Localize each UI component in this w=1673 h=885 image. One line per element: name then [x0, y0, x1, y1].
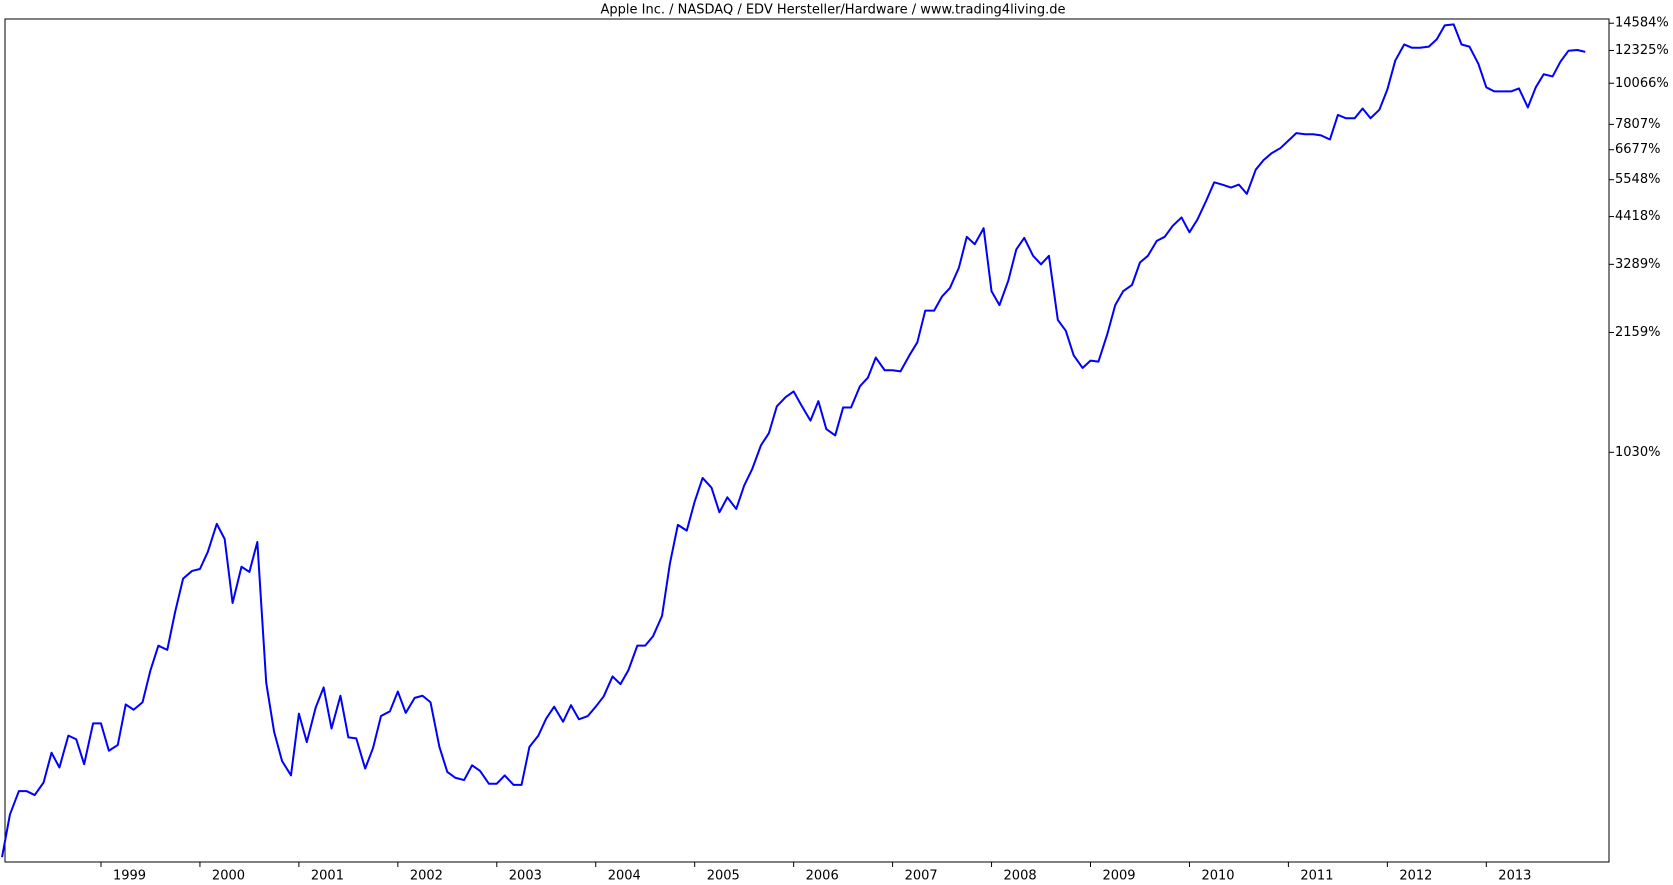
- y-tick-label: 3289%: [1615, 257, 1660, 272]
- x-tick-label: 2007: [905, 869, 938, 884]
- x-tick-label: 2002: [410, 869, 443, 884]
- x-tick-label: 2000: [212, 869, 245, 884]
- x-tick-label: 2004: [608, 869, 641, 884]
- x-tick-label: 2010: [1201, 869, 1234, 884]
- y-tick-label: 1030%: [1615, 445, 1660, 460]
- y-tick-label: 5548%: [1615, 172, 1660, 187]
- x-tick-label: 2013: [1498, 869, 1531, 884]
- x-tick-label: 2005: [707, 869, 740, 884]
- x-tick-label: 2009: [1102, 869, 1135, 884]
- x-tick-label: 2008: [1004, 869, 1037, 884]
- price-line: [1, 23, 1586, 858]
- x-tick-label: 2006: [806, 869, 839, 884]
- x-tick-label: 2001: [311, 869, 344, 884]
- x-tick-label: 2003: [509, 869, 542, 884]
- y-tick-label: 10066%: [1615, 76, 1669, 91]
- plot-frame: [4, 18, 1610, 863]
- y-tick-label: 4418%: [1615, 209, 1660, 224]
- x-tick-label: 1999: [113, 869, 146, 884]
- y-tick-label: 2159%: [1615, 325, 1660, 340]
- y-tick-label: 7807%: [1615, 117, 1660, 132]
- x-tick-label: 2012: [1399, 869, 1432, 884]
- y-tick-label: 14584%: [1615, 16, 1669, 31]
- y-tick-label: 6677%: [1615, 142, 1660, 157]
- chart-title: Apple Inc. / NASDAQ / EDV Hersteller/Har…: [601, 3, 1066, 18]
- y-tick-label: 12325%: [1615, 43, 1669, 58]
- x-tick-label: 2011: [1300, 869, 1333, 884]
